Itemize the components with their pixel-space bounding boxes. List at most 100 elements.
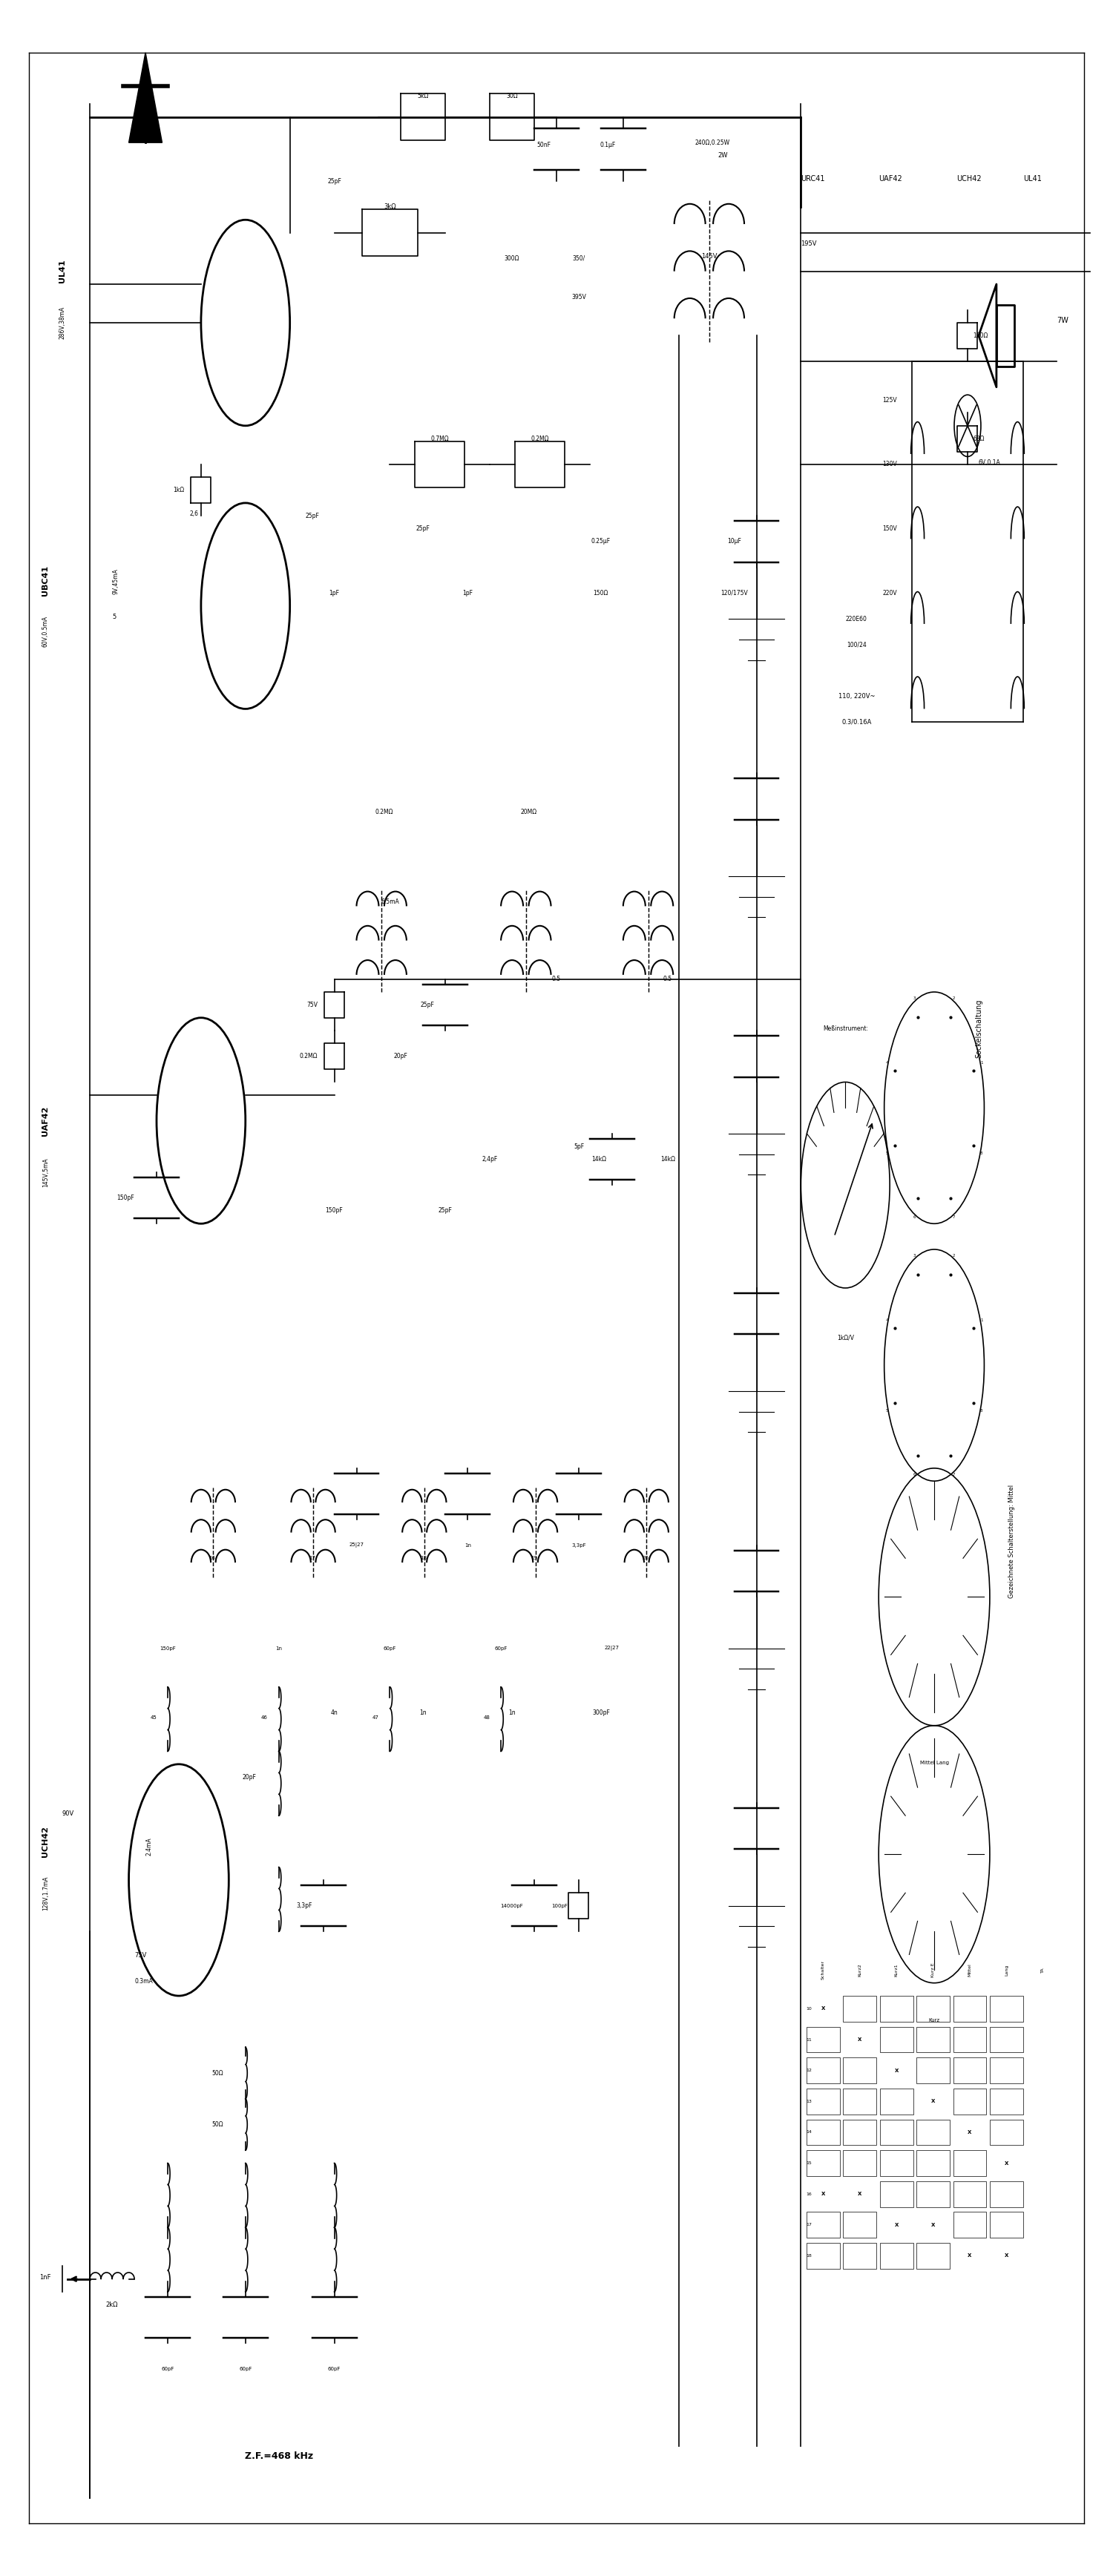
- Text: 8: 8: [981, 1151, 983, 1154]
- Bar: [989, 2213, 1023, 2239]
- Bar: [879, 2089, 913, 2115]
- Text: 1: 1: [981, 1061, 983, 1064]
- Text: 125V: 125V: [883, 397, 897, 404]
- Text: Sockelschaltung: Sockelschaltung: [975, 999, 983, 1059]
- Text: 150pF: 150pF: [325, 1208, 343, 1213]
- Text: 120/175V: 120/175V: [720, 590, 748, 598]
- Bar: [879, 2244, 913, 2269]
- Text: 6: 6: [914, 1216, 916, 1218]
- Text: 1nF: 1nF: [40, 2275, 51, 2280]
- Text: 2kΩ: 2kΩ: [106, 2300, 118, 2308]
- Text: Kurz E: Kurz E: [932, 1963, 935, 1978]
- Text: 25pF: 25pF: [439, 1208, 452, 1213]
- Text: 20pF: 20pF: [243, 1775, 257, 1780]
- Text: X: X: [821, 2192, 825, 2197]
- Bar: [953, 2027, 986, 2053]
- Text: 20MΩ: 20MΩ: [521, 809, 536, 814]
- Text: 46: 46: [262, 1716, 267, 1721]
- Text: 3: 3: [914, 997, 916, 999]
- Text: 150V: 150V: [883, 526, 897, 533]
- Bar: [916, 2027, 949, 2053]
- Text: 20pF: 20pF: [394, 1054, 408, 1059]
- Text: X: X: [1004, 2161, 1008, 2166]
- Bar: [916, 2182, 949, 2208]
- Text: 25pF: 25pF: [421, 1002, 434, 1007]
- Text: 25pF: 25pF: [327, 178, 342, 185]
- Text: 5: 5: [112, 613, 116, 621]
- Text: X: X: [968, 2130, 972, 2136]
- Text: 48: 48: [483, 1716, 490, 1721]
- Text: 5kΩ: 5kΩ: [417, 93, 429, 100]
- Text: 10µF: 10µF: [727, 538, 741, 546]
- Text: 10: 10: [806, 2007, 812, 2009]
- Text: Gezeichnete Schalterstellung: Mittel: Gezeichnete Schalterstellung: Mittel: [1008, 1484, 1015, 1597]
- Bar: [807, 2151, 840, 2177]
- Bar: [989, 2058, 1023, 2084]
- Text: 16: 16: [209, 1556, 216, 1561]
- Text: 2W: 2W: [718, 152, 728, 160]
- Text: 7: 7: [953, 1216, 955, 1218]
- Text: 19: 19: [531, 1556, 538, 1561]
- Text: 2: 2: [953, 997, 955, 999]
- Text: 6.5mA: 6.5mA: [381, 899, 400, 904]
- Text: 14kΩ: 14kΩ: [592, 1157, 607, 1162]
- Text: 50Ω: 50Ω: [211, 2069, 224, 2076]
- Polygon shape: [129, 52, 162, 142]
- Text: Z.F.=468 kHz: Z.F.=468 kHz: [245, 2452, 313, 2463]
- Bar: [953, 2058, 986, 2084]
- Bar: [989, 1996, 1023, 2022]
- Text: 130V: 130V: [883, 461, 897, 469]
- Text: 18: 18: [806, 2254, 812, 2257]
- Text: X: X: [968, 2254, 972, 2259]
- Text: 5pF: 5pF: [573, 1144, 584, 1149]
- Text: X: X: [932, 2099, 935, 2105]
- Bar: [807, 2089, 840, 2115]
- Bar: [879, 2027, 913, 2053]
- Text: 75V: 75V: [135, 1953, 147, 1958]
- Text: X: X: [895, 2223, 898, 2228]
- Text: 0.5: 0.5: [663, 976, 672, 981]
- Text: 9V,45mA: 9V,45mA: [112, 569, 119, 595]
- Text: 16: 16: [806, 2192, 812, 2195]
- Text: 50nF: 50nF: [536, 142, 551, 149]
- Bar: [916, 2151, 949, 2177]
- Bar: [879, 1996, 913, 2022]
- Text: X: X: [858, 2192, 861, 2197]
- Text: 0.2MΩ: 0.2MΩ: [375, 809, 393, 814]
- Text: 100pF: 100pF: [551, 1904, 568, 1909]
- Text: 1pF: 1pF: [462, 590, 473, 598]
- Text: 47: 47: [372, 1716, 378, 1721]
- Bar: [879, 2120, 913, 2146]
- Bar: [844, 2151, 876, 2177]
- Text: 0.1µF: 0.1µF: [600, 142, 615, 149]
- Text: 5: 5: [886, 1409, 888, 1412]
- Text: 1kΩ/V: 1kΩ/V: [837, 1334, 854, 1342]
- Bar: [916, 2120, 949, 2146]
- Text: TA: TA: [1042, 1968, 1045, 1973]
- Text: X: X: [858, 2038, 861, 2043]
- Text: 60pF: 60pF: [494, 1646, 508, 1651]
- Text: 4n: 4n: [331, 1710, 338, 1716]
- Bar: [844, 2244, 876, 2269]
- Text: 3kΩ: 3kΩ: [384, 204, 396, 211]
- Bar: [844, 2213, 876, 2239]
- Text: 300Ω: 300Ω: [504, 255, 520, 263]
- Bar: [953, 2182, 986, 2208]
- Text: 45: 45: [150, 1716, 157, 1721]
- Text: UL41: UL41: [58, 260, 66, 283]
- Bar: [916, 1996, 949, 2022]
- Text: 240Ω,0.25W: 240Ω,0.25W: [695, 139, 729, 147]
- Text: 150pF: 150pF: [117, 1195, 135, 1200]
- Text: Kurz1: Kurz1: [895, 1963, 898, 1976]
- Text: Kurz: Kurz: [928, 2017, 939, 2022]
- Text: 17: 17: [806, 2223, 812, 2226]
- Bar: [879, 2182, 913, 2208]
- Text: 195V: 195V: [801, 240, 817, 247]
- Bar: [916, 2058, 949, 2084]
- Text: 14: 14: [806, 2130, 812, 2133]
- Bar: [953, 1996, 986, 2022]
- Text: Mittel: Mittel: [968, 1963, 972, 1976]
- Text: 0.2MΩ: 0.2MΩ: [299, 1054, 317, 1059]
- Text: 2,6: 2,6: [190, 510, 199, 518]
- Text: 20: 20: [642, 1556, 649, 1561]
